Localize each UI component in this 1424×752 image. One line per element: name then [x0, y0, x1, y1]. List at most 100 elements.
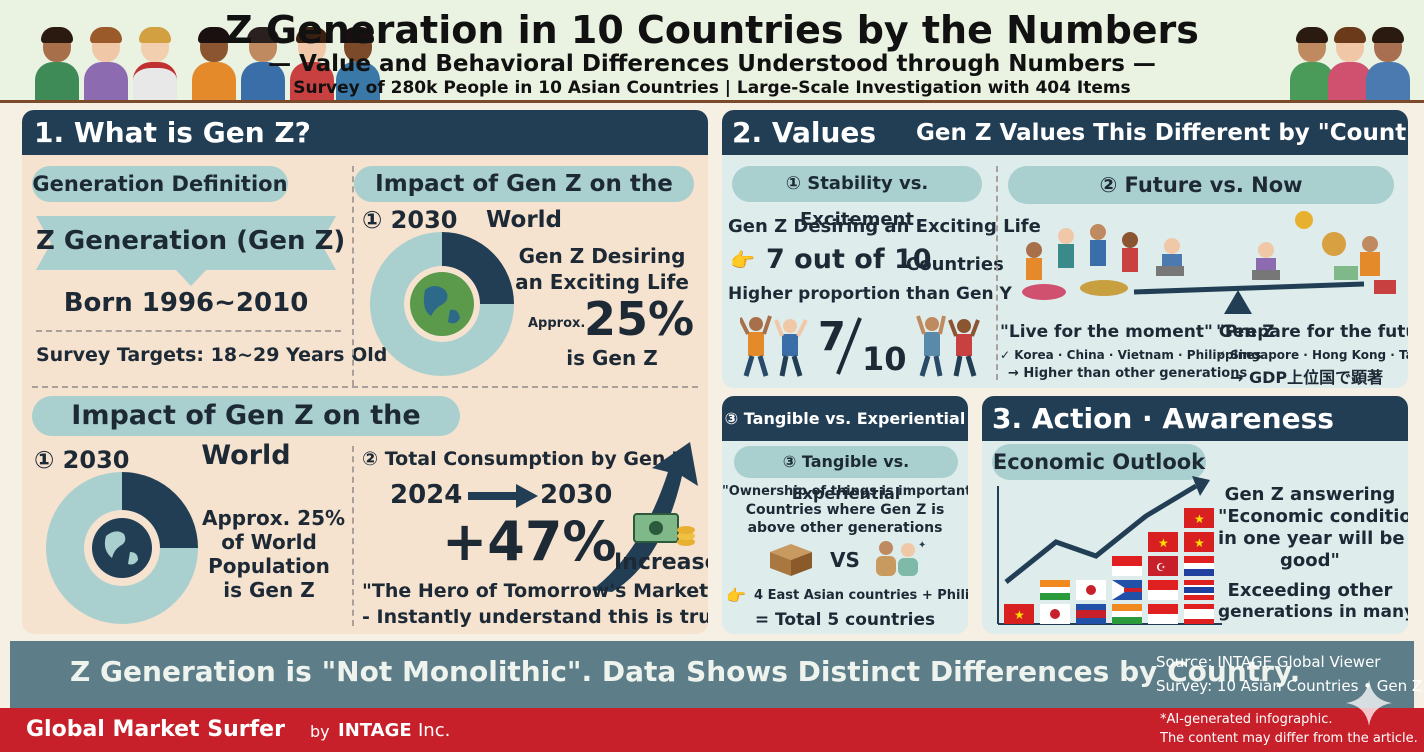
source-text: Source: INTAGE Global Viewer — [1156, 653, 1381, 671]
donut-slice-gen-z — [442, 232, 514, 304]
section-2-subtitle: Gen Z Values This Different by "Country" — [916, 120, 1408, 146]
box-icon — [770, 544, 812, 576]
population-line-1: Approx. 25% — [202, 506, 346, 530]
donut-slice-others — [370, 232, 514, 376]
hero-quote: "The Hero of Tomorrow's Market" — [362, 580, 708, 602]
population-line-2: of World — [221, 530, 317, 554]
live-moment-title: "Live for the moment" Gen Z — [1000, 322, 1275, 342]
economic-line-6: generations in many — [1218, 602, 1408, 622]
live-moment-countries: ✓ Korea · China · Vietnam · Philippines — [1000, 348, 1262, 362]
countries-word: Countries — [906, 254, 1004, 275]
stability-pill: ① Stability vs. Excitement — [732, 166, 982, 230]
section-values: 2. Values Gen Z Values This Different by… — [722, 110, 1408, 388]
fraction-numerator: 7 — [818, 314, 846, 360]
section-4-header: 3. Action · Awareness — [982, 396, 1408, 441]
company-suffix: Inc. — [418, 720, 451, 741]
excited-people-icon — [740, 315, 808, 377]
year-from: 2024 — [390, 480, 463, 510]
generation-definition-pill: Generation Definition — [32, 166, 288, 202]
total-countries: = Total 5 countries — [754, 610, 936, 630]
brand-name: Global Market Surfer — [26, 717, 285, 742]
seven-of-ten: 7 out of 10 — [766, 244, 932, 275]
gen-z-share-donut — [370, 232, 514, 376]
gen-z-name: Z Generation (Gen Z) — [36, 226, 346, 256]
pointing-hand-icon: 👉 — [726, 586, 746, 605]
impact-line-2: an Exciting Life — [515, 270, 689, 294]
section-4-title: 3. Action · Awareness — [992, 402, 1334, 435]
section-tangible-experiential: ③ Tangible vs. Experiential ③ Tangible v… — [722, 396, 968, 634]
increase-percent: +47% — [442, 510, 617, 573]
page-subtitle: — Value and Behavioral Differences Under… — [268, 51, 1156, 77]
company-name: INTAGE — [338, 720, 412, 741]
section-2-header: 2. Values Gen Z Values This Different by… — [722, 110, 1408, 155]
hero-sub: - Instantly understand this is true. — [362, 606, 708, 628]
impact-line-1: Gen Z Desiring — [518, 244, 686, 268]
born-range: Born 1996~2010 — [63, 288, 309, 318]
economic-line-1: Gen Z answering — [1224, 484, 1396, 505]
prepare-future-countries: ✓ Singapore · Hong Kong · Taiwan — [1216, 348, 1408, 362]
economic-outlook-pill: Economic Outlook — [992, 444, 1206, 480]
consumption-title: ② Total Consumption by Gen Z — [362, 448, 686, 470]
population-line-3: Population — [208, 554, 330, 578]
pointing-hand-icon: 👉 — [730, 248, 755, 272]
survey-description: Survey of 280k People in 10 Asian Countr… — [293, 78, 1131, 98]
world-population-donut — [46, 472, 198, 624]
live-moment-note: → Higher than other generations — [1008, 366, 1248, 381]
asian-countries: 4 East Asian countries + Philippines — [754, 588, 968, 603]
donut-chart — [46, 472, 198, 624]
sparkle-icon — [1346, 680, 1392, 726]
increase-word: Increase — [614, 550, 708, 575]
economic-line-4: good" — [1280, 550, 1340, 571]
impact-percent: 25% — [584, 292, 695, 346]
svg-text:★: ★ — [1194, 536, 1205, 550]
growth-arrow-icon — [592, 442, 698, 592]
prepare-future-title: "Prepare for the future" — [1216, 322, 1408, 342]
impact-approx: Approx. — [528, 316, 586, 331]
section-action-awareness: 3. Action · Awareness Economic Outlook ★… — [982, 396, 1408, 634]
svg-text:★: ★ — [1014, 608, 1025, 622]
money-icon — [633, 513, 695, 546]
section-1-title: 1. What is Gen Z? — [34, 116, 311, 149]
section-3-title: ③ Tangible vs. Experiential — [724, 409, 966, 428]
desire-text: Gen Z Desiring an Exciting Life — [728, 216, 1041, 237]
conclusion-message: Z Generation is "Not Monolithic". Data S… — [70, 655, 1301, 688]
seesaw-illustration — [1022, 211, 1396, 314]
impact-year: ① 2030 — [362, 206, 458, 234]
ownership-quote: "Ownership of things is important" — [722, 484, 968, 499]
impact-year-2: ① 2030 — [34, 446, 130, 474]
economic-growth-chart: ★ ★ ★ ☪ ★ — [997, 476, 1222, 625]
prepare-future-note: → GDP上位国で顕著 — [1230, 368, 1384, 387]
svg-text:★: ★ — [1158, 536, 1169, 550]
globe-icon — [92, 518, 152, 578]
footer: Global Market Surfer by INTAGE Inc. *AI-… — [0, 680, 1424, 752]
section-1-header: 1. What is Gen Z? — [22, 110, 708, 155]
population-line-4: is Gen Z — [223, 578, 315, 602]
survey-targets: Survey Targets: 18~29 Years Old — [36, 344, 388, 366]
higher-proportion: Higher proportion than Gen Y — [728, 284, 1012, 304]
economic-line-5: Exceeding other — [1227, 580, 1393, 601]
donut-slice-others — [46, 472, 198, 624]
vs-label: VS — [830, 548, 860, 572]
economic-line-3: in one year will be — [1218, 528, 1405, 549]
conclusion-banner: Z Generation is "Not Monolithic". Data S… — [10, 641, 1422, 708]
ai-note-2: The content may differ from the article. — [1160, 731, 1418, 746]
page-title: Z Generation in 10 Countries by the Numb… — [225, 8, 1199, 52]
gen-z-ribbon: Z Generation (Gen Z) — [36, 216, 346, 286]
header: Z Generation in 10 Countries by the Numb… — [0, 0, 1424, 103]
arrow-right-icon — [468, 484, 538, 508]
impact-line-3: is Gen Z — [566, 346, 658, 370]
section-2-title: 2. Values — [732, 116, 877, 149]
svg-text:★: ★ — [1194, 512, 1205, 526]
excited-people-icon — [916, 315, 980, 377]
section-what-is-gen-z: 1. What is Gen Z? Generation Definition … — [22, 110, 708, 634]
svg-text:☪: ☪ — [1156, 561, 1166, 574]
survey-text: Survey: 10 Asian Countries • Gen Z — [1156, 677, 1423, 695]
ai-note-1: *AI-generated infographic. — [1160, 712, 1333, 727]
country-flag-icons: ★ ★ ★ ☪ ★ — [1004, 508, 1214, 624]
section-3-header: ③ Tangible vs. Experiential — [722, 396, 968, 441]
experience-people-icon: ✦ — [876, 540, 926, 576]
tangible-pill: ③ Tangible vs. Experiential — [734, 446, 958, 503]
future-now-pill: ② Future vs. Now — [1008, 166, 1394, 204]
economic-line-2: "Economic conditions — [1218, 506, 1408, 527]
impact-pill: Impact of Gen Z on the World — [354, 166, 694, 233]
